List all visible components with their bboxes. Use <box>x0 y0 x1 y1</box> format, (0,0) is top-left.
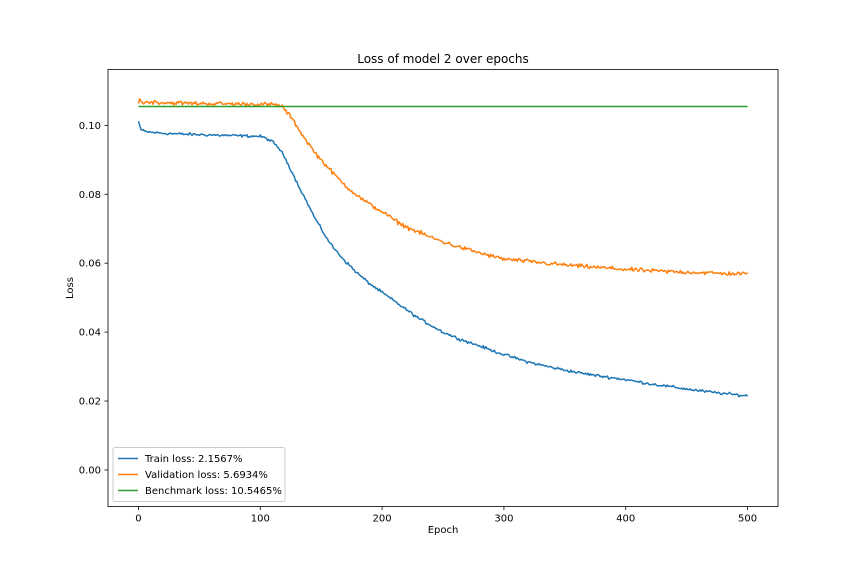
y-tick-label: 0.04 <box>79 328 101 339</box>
x-tick-label: 0 <box>135 514 141 525</box>
x-tick-label: 500 <box>738 514 757 525</box>
y-axis-label: Loss <box>65 277 76 299</box>
x-axis-label: Epoch <box>428 525 459 536</box>
chart-title: Loss of model 2 over epochs <box>357 52 529 66</box>
x-tick-label: 400 <box>616 514 635 525</box>
legend-label-2: Validation loss: 5.6934% <box>145 470 268 481</box>
y-axis: 0.00 0.02 0.04 0.06 0.08 0.10 <box>79 121 108 476</box>
y-tick-label: 0.08 <box>79 190 101 201</box>
x-tick-label: 300 <box>494 514 513 525</box>
y-tick-label: 0.06 <box>79 259 101 270</box>
x-tick-label: 200 <box>373 514 392 525</box>
axes-spines <box>107 69 779 507</box>
legend: Train loss: 2.1567% Validation loss: 5.69… <box>112 447 286 502</box>
y-tick-label: 0.02 <box>79 397 101 408</box>
x-axis: 0 100 200 300 400 500 <box>135 506 757 525</box>
legend-box <box>112 447 286 502</box>
lines-layer <box>137 98 749 398</box>
y-tick-label: 0.00 <box>79 465 101 476</box>
plot-area <box>107 69 779 507</box>
series-line-1 <box>137 120 749 398</box>
legend-label-1: Train loss: 2.1567% <box>144 454 243 465</box>
x-tick-label: 100 <box>251 514 270 525</box>
plot-frame <box>108 69 778 507</box>
y-tick-label: 0.10 <box>79 121 101 132</box>
series-line-2 <box>137 98 749 277</box>
legend-label-3: Benchmark loss: 10.5465% <box>145 486 282 497</box>
